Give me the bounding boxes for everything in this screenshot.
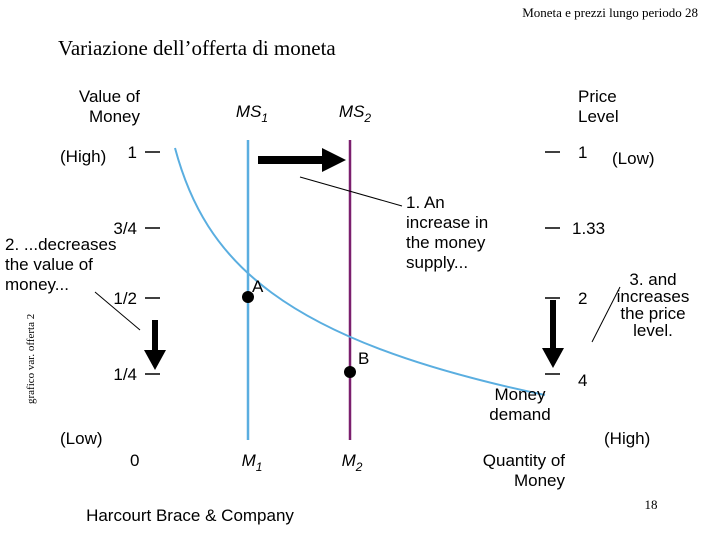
annotation-2: 2. ...decreases [5, 235, 117, 254]
header: Moneta e prezzi lungo periodo 28 [522, 5, 698, 20]
left-tick-label: 1/4 [113, 365, 137, 384]
right-axis-title: Price [578, 87, 617, 106]
m2-label-sub: 2 [355, 460, 363, 474]
annotation-2: the value of [5, 255, 93, 274]
arrows [144, 148, 564, 370]
demand-label: demand [489, 405, 550, 424]
annotation-3: 3. and [629, 270, 676, 289]
m2-label: M2 [342, 451, 363, 474]
m1-label-base: M [242, 451, 257, 470]
right-high: (High) [604, 429, 650, 448]
m1-label: M1 [242, 451, 263, 474]
right-tick-label: 1.33 [572, 219, 605, 238]
annotation-1: 1. An [406, 193, 445, 212]
title: Variazione dell’offerta di moneta [58, 36, 336, 60]
m1-label-sub: 1 [256, 460, 263, 474]
x-axis-title: Quantity of [483, 451, 565, 470]
annotation-1: supply... [406, 253, 468, 272]
ms2-label: MS2 [339, 102, 372, 125]
left-low: (Low) [60, 429, 103, 448]
m2-label-base: M [342, 451, 357, 470]
annotation-3: level. [633, 321, 673, 340]
page-number: 18 [645, 497, 658, 512]
x-axis-title: Money [514, 471, 566, 490]
ms1-label-sub: 1 [261, 111, 268, 125]
right-tick-label: 1 [578, 143, 587, 162]
annotation-3: the price [620, 304, 685, 323]
ticks [145, 151, 560, 375]
left-high: (High) [60, 147, 106, 166]
demand-label: Money [494, 385, 546, 404]
ms2-label-base: MS [339, 102, 365, 121]
left-tick-label: 1/2 [113, 289, 137, 308]
point-a-label: A [252, 277, 264, 296]
publisher: Harcourt Brace & Company [86, 506, 294, 525]
right-low: (Low) [612, 149, 655, 168]
left-axis-title: Value of [79, 87, 140, 106]
left-tick-label: 3/4 [113, 219, 137, 238]
left-axis-title: Money [89, 107, 141, 126]
x-origin: 0 [130, 451, 139, 470]
ms1-label: MS1 [236, 102, 268, 125]
point-a [242, 291, 254, 303]
leader-lines [94, 176, 621, 343]
right-tick-label: 4 [578, 371, 587, 390]
ms2-label-sub: 2 [363, 111, 371, 125]
point-b [344, 366, 356, 378]
annotation-1: the money [406, 233, 486, 252]
ms1-label-base: MS [236, 102, 262, 121]
point-b-label: B [358, 349, 369, 368]
side-label: grafico var. offerta 2 [25, 314, 37, 404]
right-tick-label: 2 [578, 289, 587, 308]
demand-curve [174, 147, 546, 396]
annotation-2: money... [5, 275, 69, 294]
right-axis-title: Level [578, 107, 619, 126]
annotation-3: increases [617, 287, 690, 306]
left-tick-label: 1 [128, 143, 137, 162]
annotation-1: increase in [406, 213, 488, 232]
